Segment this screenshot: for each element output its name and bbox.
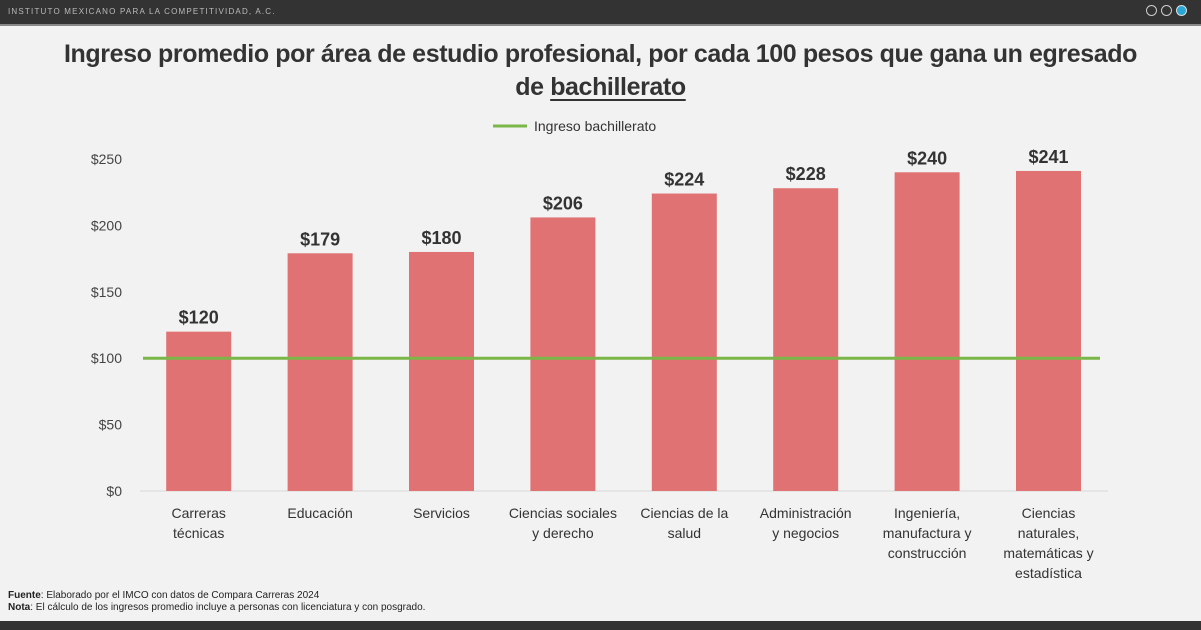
title-line1: Ingreso promedio por área de estudio pro… [63, 40, 1137, 68]
window-controls [1146, 5, 1187, 16]
data-label: $228 [786, 164, 826, 184]
note-text: : El cálculo de los ingresos promedio in… [30, 602, 426, 613]
data-label: $241 [1028, 147, 1068, 167]
circle-active-icon[interactable] [1176, 5, 1187, 16]
bar [773, 188, 839, 491]
legend-label: Ingreso bachillerato [534, 118, 656, 134]
data-label: $206 [543, 193, 583, 213]
source-label: Fuente [8, 590, 41, 601]
x-tick-label: Ingeniería, [894, 505, 960, 521]
data-label: $180 [421, 228, 461, 248]
org-name: INSTITUTO MEXICANO PARA LA COMPETITIVIDA… [8, 7, 276, 16]
x-tick-label: Ciencias [1022, 505, 1076, 521]
y-tick-label: $150 [91, 284, 122, 300]
bar [894, 172, 960, 491]
x-tick-label: y negocios [772, 525, 839, 541]
y-tick-label: $0 [106, 483, 122, 499]
y-tick-label: $200 [91, 217, 122, 233]
circle-icon[interactable] [1146, 5, 1157, 16]
data-label: $120 [179, 308, 219, 328]
x-tick-label: Carreras [171, 505, 225, 521]
bar [1016, 170, 1081, 491]
x-tick-label: Administración [760, 505, 852, 521]
title-line2: de bachillerato [0, 71, 1201, 104]
bar [651, 193, 717, 491]
x-tick-label: Servicios [413, 505, 470, 521]
x-tick-label: estadística [1015, 565, 1082, 581]
chart-title: Ingreso promedio por área de estudio pro… [0, 38, 1201, 104]
footnotes: Fuente: Elaborado por el IMCO con datos … [8, 590, 425, 614]
data-label: $179 [300, 229, 340, 249]
title-emphasis: bachillerato [550, 73, 686, 101]
note: Nota: El cálculo de los ingresos promedi… [8, 602, 425, 614]
x-tick-label: Educación [287, 505, 352, 521]
top-bar: INSTITUTO MEXICANO PARA LA COMPETITIVIDA… [0, 0, 1201, 26]
data-label: $240 [907, 148, 947, 168]
bar [166, 331, 232, 491]
bar [287, 253, 353, 491]
y-tick-label: $50 [99, 417, 123, 433]
y-tick-label: $250 [91, 151, 122, 167]
bar [409, 251, 474, 491]
x-tick-label: manufactura y [883, 525, 972, 541]
circle-icon[interactable] [1161, 5, 1172, 16]
x-tick-label: Ciencias de la [640, 505, 728, 521]
x-tick-label: y derecho [532, 525, 594, 541]
bottom-bar [0, 621, 1201, 630]
y-tick-label: $100 [91, 350, 122, 366]
bar [530, 217, 596, 491]
title-prefix: de [515, 73, 551, 101]
x-tick-label: Ciencias sociales [509, 505, 617, 521]
x-tick-label: salud [668, 525, 701, 541]
x-tick-label: matemáticas y [1003, 545, 1093, 561]
source-note: Fuente: Elaborado por el IMCO con datos … [8, 590, 425, 602]
data-label: $224 [664, 170, 704, 190]
note-label: Nota [8, 602, 31, 613]
x-tick-label: técnicas [173, 525, 224, 541]
x-tick-label: construcción [888, 545, 967, 561]
source-text: : Elaborado por el IMCO con datos de Com… [40, 590, 320, 601]
x-tick-label: naturales, [1018, 525, 1079, 541]
